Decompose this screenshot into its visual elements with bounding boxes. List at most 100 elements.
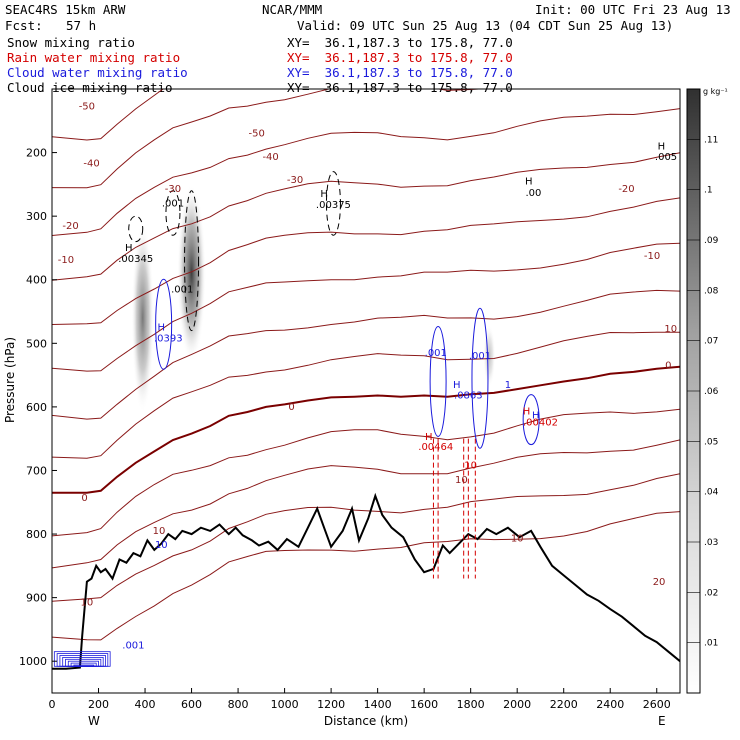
annotation-2: .001 (162, 199, 184, 210)
isotherm-label-8: -10 (58, 255, 74, 266)
isotherm-2 (52, 108, 680, 236)
annotation-8: H (525, 176, 533, 187)
fcst-label: Fcst: (5, 18, 43, 33)
isotherm-label-20: 0 (458, 80, 464, 91)
annotation-0: H (125, 243, 133, 254)
isotherm-label-15: 10 (455, 475, 468, 486)
colorbar-unit: g kg⁻¹ (703, 87, 728, 96)
y-tick-label-2: 800 (26, 528, 47, 541)
isotherm-label-14: 10 (664, 324, 677, 335)
x-tick-label-6: 1200 (317, 698, 345, 711)
x-axis-label: Distance (km) (324, 714, 408, 728)
x-tick-label-11: 2200 (550, 698, 578, 711)
annotation-4: H (158, 323, 166, 334)
colorbar-label-1: .02 (704, 588, 718, 598)
annotation-18: H (523, 407, 531, 418)
y-tick-label-5: 500 (26, 337, 47, 350)
field-cloud-xy: XY= 36.1,187.3 to 175.8, 77.0 (287, 65, 513, 80)
x-tick-label-12: 2400 (596, 698, 624, 711)
terrain-line (52, 492, 680, 670)
y-tick-label-6: 400 (26, 274, 47, 287)
y-axis-label: Pressure (hPa) (3, 337, 17, 423)
isotherm-label-18: -75.931 (661, 77, 700, 88)
x-tick-label-4: 800 (228, 698, 249, 711)
x-tick-label-8: 1600 (410, 698, 438, 711)
colorbar-label-10: .11 (704, 135, 718, 145)
colorbar-label-8: .09 (704, 236, 719, 246)
isotherm-5 (52, 242, 680, 372)
isotherm-label-4: -30 (165, 184, 181, 195)
annotation-6: H (320, 189, 328, 200)
x-tick-label-5: 1000 (271, 698, 299, 711)
y-tick-label-3: 700 (26, 464, 47, 477)
annotation-22: 10 (464, 461, 477, 472)
annotation-24: 10 (155, 540, 168, 551)
isotherm-6 (52, 289, 680, 420)
isotherm-10 (52, 473, 680, 602)
cloud-contour-2 (471, 307, 489, 449)
isotherm-3 (52, 152, 680, 281)
x-tick-label-1: 200 (88, 698, 109, 711)
annotation-15: .0863 (454, 391, 483, 402)
annotation-13: .001 (469, 351, 491, 362)
isotherm-label-2: -40 (83, 159, 99, 170)
isotherm-0 (52, 89, 164, 141)
field-snow-xy: XY= 36.1,187.3 to 175.8, 77.0 (287, 35, 513, 50)
east-end-label: E (658, 714, 666, 728)
isotherm-label-10: 0 (288, 402, 294, 413)
x-tick-label-3: 600 (181, 698, 202, 711)
annotation-14: H (453, 380, 461, 391)
y-tick-label-1: 900 (26, 592, 47, 605)
isotherm-label-1: -50 (249, 129, 265, 140)
colorbar-label-0: .01 (704, 639, 718, 649)
isotherm-label-0: -50 (79, 101, 95, 112)
annotation-19: .00402 (523, 417, 558, 428)
isotherm-11 (52, 511, 680, 641)
snow-shading-0 (177, 184, 206, 363)
annotation-17: .00464 (418, 442, 453, 453)
field-rain-name: Rain water mixing ratio (7, 50, 181, 65)
annotation-25: 10 (153, 526, 166, 537)
annotation-9: .00 (526, 188, 542, 199)
cloud-contour-0 (155, 278, 173, 370)
annotation-16: H (425, 432, 433, 443)
cloud-low-contour-7 (73, 664, 95, 667)
cloud-contour-3 (522, 394, 540, 446)
isotherm-label-17: 20 (653, 577, 666, 588)
field-cloud-name: Cloud water mixing ratio (7, 65, 188, 80)
annotation-20: H (532, 410, 540, 421)
colorbar-label-7: .08 (704, 286, 719, 296)
isotherm-1 (52, 89, 487, 189)
isotherm-4 (52, 197, 680, 325)
annotation-12: .001 (425, 348, 447, 359)
y-tick-label-4: 600 (26, 401, 47, 414)
annotation-3: .001 (171, 284, 193, 295)
annotation-1: .00345 (118, 254, 153, 265)
annotation-7: .00375 (316, 200, 351, 211)
isotherm-label-12: 0 (665, 361, 671, 372)
snow-contour-0 (128, 215, 144, 243)
isotherm-7 (52, 331, 680, 459)
isotherm-label-13: 10 (81, 597, 94, 608)
west-end-label: W (88, 714, 100, 728)
x-tick-label-0: 0 (49, 698, 56, 711)
x-tick-label-7: 1400 (364, 698, 392, 711)
x-tick-label-2: 400 (135, 698, 156, 711)
model-title: SEAC4RS 15km ARW (5, 2, 126, 17)
colorbar-label-4: .05 (704, 437, 718, 447)
zero-isotherm (52, 365, 680, 494)
field-ice-name: Cloud ice mixing ratio (7, 80, 173, 95)
annotation-5: .0393 (154, 333, 183, 344)
center-title: NCAR/MMM (262, 2, 323, 17)
field-rain-xy: XY= 36.1,187.3 to 175.8, 77.0 (287, 50, 513, 65)
colorbar-label-3: .04 (704, 488, 719, 498)
valid-time: Valid: 09 UTC Sun 25 Aug 13 (04 CDT Sun … (297, 18, 674, 33)
y-tick-label-7: 300 (26, 210, 47, 223)
isotherm-label-19: -69.97 (413, 80, 445, 91)
x-tick-label-9: 1800 (457, 698, 485, 711)
init-time: Init: 00 UTC Fri 23 Aug 13 (535, 2, 731, 17)
colorbar-label-5: .06 (704, 387, 719, 397)
snow-contour-3 (325, 171, 341, 236)
isotherm-label-5: -30 (287, 175, 303, 186)
colorbar-label-2: .03 (704, 538, 718, 548)
